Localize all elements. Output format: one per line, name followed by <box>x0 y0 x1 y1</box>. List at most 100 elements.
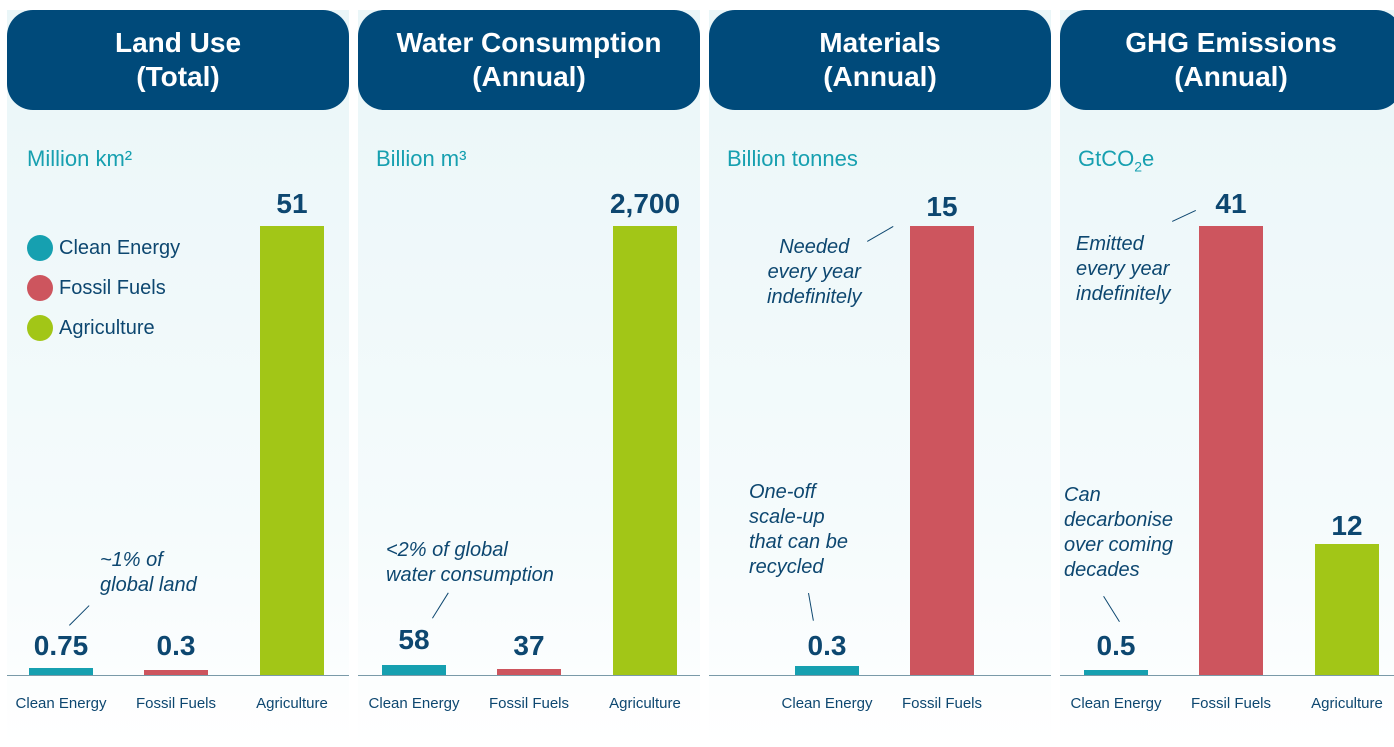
panel-title: Water Consumption <box>396 27 662 58</box>
legend-swatch-fossil-fuels <box>27 275 53 301</box>
unit-tail: e <box>1142 146 1155 171</box>
annotation-line: ~1% of <box>100 549 163 571</box>
chart-baseline <box>358 675 700 676</box>
annotation-line: decarbonise <box>1064 509 1173 531</box>
legend-swatch-agriculture <box>27 315 53 341</box>
annotation-line: every year <box>1076 258 1170 280</box>
annotation-clean-energy: ~1% of global land <box>100 548 197 598</box>
annotation-line: scale-up <box>749 506 825 528</box>
bar-agriculture <box>260 226 324 675</box>
panel-subtitle: (Annual) <box>823 61 937 92</box>
annotation-leader <box>1103 596 1120 622</box>
category-label-fossil-fuels: Fossil Fuels <box>135 695 217 712</box>
panel-header: Land Use (Total) <box>7 10 349 110</box>
annotation-clean-energy: Can decarbonise over coming decades <box>1064 483 1173 583</box>
annotation-leader <box>808 593 814 621</box>
bar-fossil-fuels <box>1199 226 1263 675</box>
bar-clean-energy <box>795 666 859 675</box>
annotation-line: Needed <box>779 236 850 258</box>
category-label-agriculture: Agriculture <box>1311 695 1383 712</box>
annotation-line: indefinitely <box>767 286 862 308</box>
panel-header: GHG Emissions (Annual) <box>1060 10 1394 110</box>
panel-subtitle: (Total) <box>136 61 220 92</box>
annotation-line: that can be <box>749 531 848 553</box>
bar-clean-energy <box>1084 669 1148 675</box>
annotation-line: One-off <box>749 481 816 503</box>
panel-materials: Materials (Annual) Billion tonnes 0.3 15… <box>709 10 1051 747</box>
panel-ghg-emissions: GHG Emissions (Annual) GtCO2e 0.5 41 12 … <box>1060 10 1394 747</box>
value-label-agriculture: 51 <box>276 188 308 219</box>
bar-agriculture <box>613 226 677 675</box>
panel-land-use: Land Use (Total) Million km² Clean Energ… <box>7 10 349 747</box>
value-label-clean-energy: 58 <box>398 624 430 655</box>
category-label-clean-energy: Clean Energy <box>781 695 873 712</box>
legend: Clean Energy Fossil Fuels Agriculture <box>27 228 180 348</box>
annotation-fossil-fuels: Emitted every year indefinitely <box>1076 232 1171 307</box>
value-label-fossil-fuels: 37 <box>513 630 545 661</box>
annotation-line: indefinitely <box>1076 283 1171 305</box>
bar-fossil-fuels <box>497 668 561 675</box>
bar-clean-energy <box>382 665 446 675</box>
panel-header: Water Consumption (Annual) <box>358 10 700 110</box>
category-label-fossil-fuels: Fossil Fuels <box>901 695 983 712</box>
bar-fossil-fuels <box>910 226 974 675</box>
annotation-fossil-fuels: Needed every year indefinitely <box>767 235 862 310</box>
legend-item-agriculture: Agriculture <box>27 308 180 348</box>
value-label-fossil-fuels: 41 <box>1215 188 1247 219</box>
unit-label: Million km² <box>27 146 133 171</box>
value-label-fossil-fuels: 15 <box>926 191 958 222</box>
annotation-line: water consumption <box>386 564 554 586</box>
annotation-leader <box>1172 210 1196 222</box>
annotation-leader <box>867 226 894 242</box>
value-label-clean-energy: 0.3 <box>807 630 847 661</box>
legend-label: Fossil Fuels <box>59 276 166 299</box>
unit-subscript: 2 <box>1134 158 1143 175</box>
annotation-line: recycled <box>749 556 824 578</box>
bar-agriculture <box>1315 543 1379 675</box>
category-label-fossil-fuels: Fossil Fuels <box>1190 695 1272 712</box>
annotation-line: Can <box>1064 484 1101 506</box>
chart-baseline <box>1060 675 1394 676</box>
bar-clean-energy <box>29 668 93 675</box>
value-label-agriculture: 2,700 <box>609 188 681 219</box>
legend-label: Clean Energy <box>59 236 181 259</box>
annotation-line: over coming <box>1064 534 1173 556</box>
category-label-clean-energy: Clean Energy <box>15 695 107 712</box>
value-label-clean-energy: 0.75 <box>33 630 89 661</box>
panel-title: Materials <box>819 27 941 58</box>
value-label-agriculture: 12 <box>1331 510 1363 541</box>
value-label-clean-energy: 0.5 <box>1096 630 1136 661</box>
category-label-clean-energy: Clean Energy <box>1070 695 1162 712</box>
unit-label: Billion tonnes <box>727 146 858 171</box>
panel-subtitle: (Annual) <box>472 61 586 92</box>
annotation-clean-energy: One-off scale-up that can be recycled <box>749 480 848 580</box>
annotation-line: global land <box>100 574 197 596</box>
category-label-fossil-fuels: Fossil Fuels <box>488 695 570 712</box>
annotation-clean-energy: <2% of global water consumption <box>386 538 554 588</box>
panel-title: GHG Emissions <box>1125 27 1337 58</box>
unit-main: GtCO <box>1078 146 1135 171</box>
bar-fossil-fuels <box>144 670 208 675</box>
panel-header: Materials (Annual) <box>709 10 1051 110</box>
annotation-leader <box>432 592 449 619</box>
unit-label: Billion m³ <box>376 146 467 171</box>
chart-baseline <box>7 675 349 676</box>
legend-label: Agriculture <box>59 316 155 339</box>
category-label-agriculture: Agriculture <box>256 695 328 712</box>
category-label-clean-energy: Clean Energy <box>368 695 460 712</box>
panel-water-consumption: Water Consumption (Annual) Billion m³ 58… <box>358 10 700 747</box>
unit-label: GtCO2e <box>1078 146 1154 174</box>
panel-title: Land Use <box>114 27 242 58</box>
legend-item-fossil-fuels: Fossil Fuels <box>27 268 180 308</box>
annotation-leader <box>69 605 90 626</box>
legend-swatch-clean-energy <box>27 235 53 261</box>
annotation-line: Emitted <box>1076 233 1144 255</box>
category-label-agriculture: Agriculture <box>609 695 681 712</box>
annotation-line: every year <box>767 261 861 283</box>
chart-baseline <box>709 675 1051 676</box>
legend-item-clean-energy: Clean Energy <box>27 228 180 268</box>
annotation-line: decades <box>1064 559 1140 581</box>
panel-subtitle: (Annual) <box>1174 61 1288 92</box>
annotation-line: <2% of global <box>386 539 508 561</box>
value-label-fossil-fuels: 0.3 <box>156 630 196 661</box>
